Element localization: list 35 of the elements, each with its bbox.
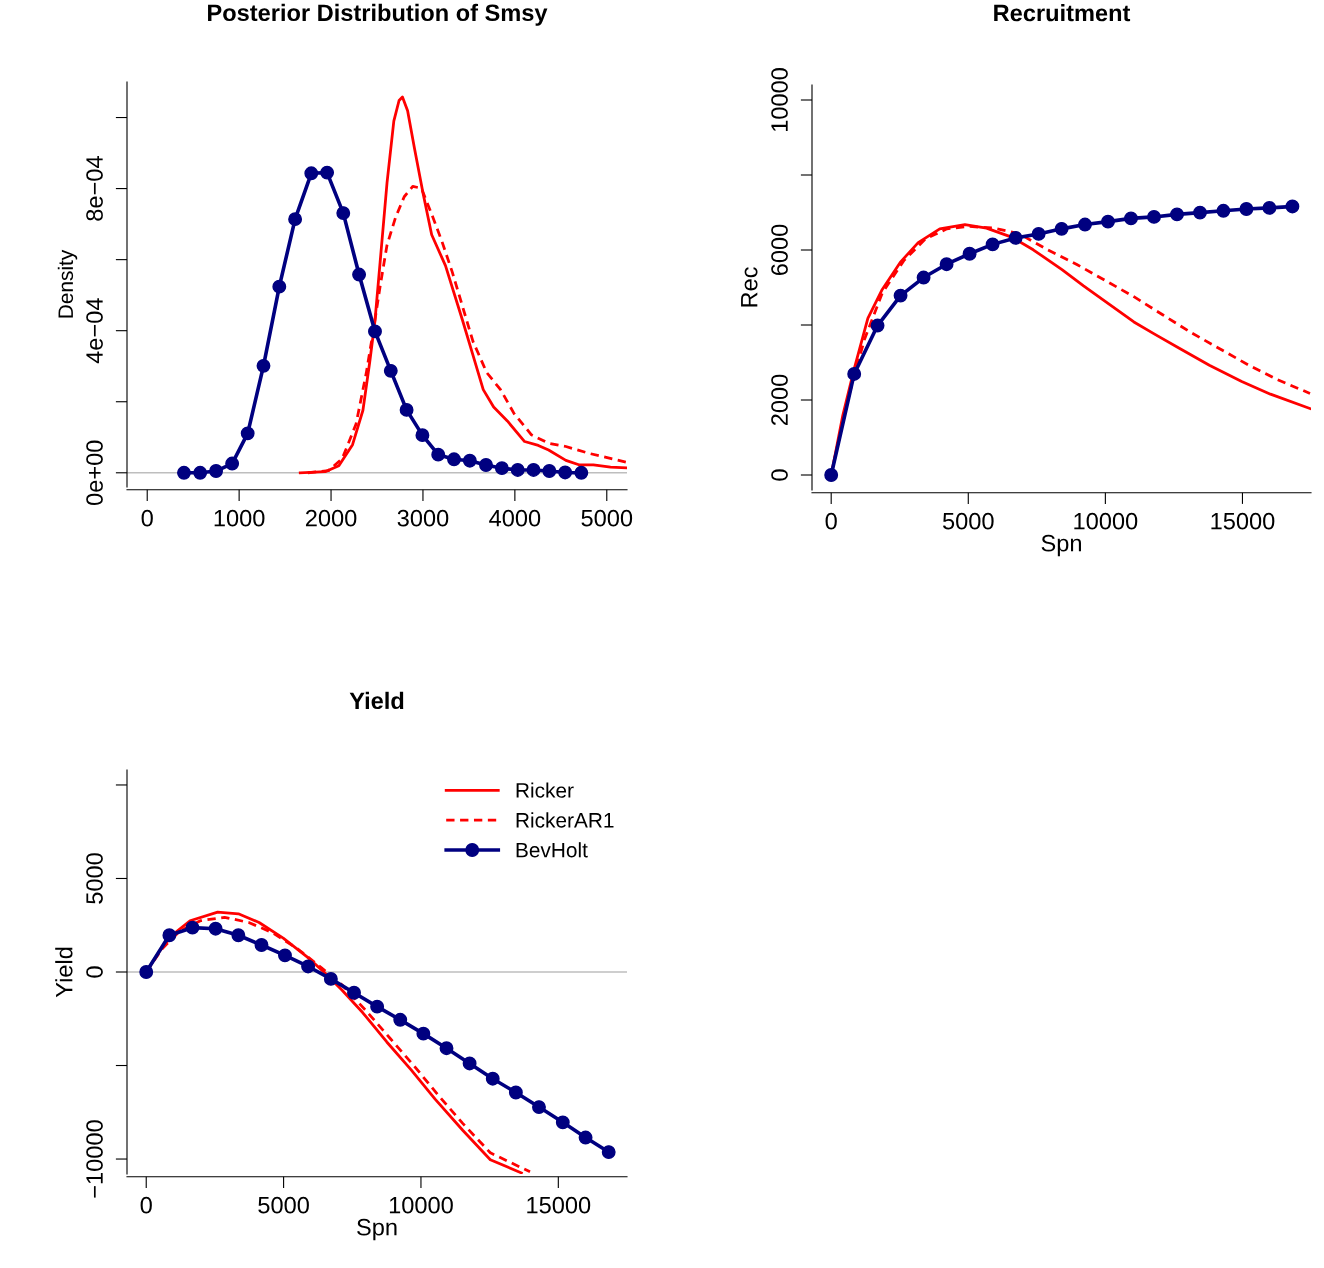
- x-tick-label: 0: [825, 512, 837, 530]
- x-tick-label: 1000: [214, 509, 265, 527]
- y-tick-label: 4e−04: [86, 298, 103, 364]
- chart-title: Yield: [349, 691, 404, 710]
- y-axis-title: Rec: [741, 267, 758, 307]
- x-tick-label: 15000: [527, 1196, 591, 1214]
- y-axis-title: Yield: [55, 947, 73, 998]
- x-tick-label: 15000: [1211, 512, 1275, 530]
- x-axis-title: Spn: [357, 1218, 397, 1241]
- x-axis-title: Spn: [1041, 534, 1081, 557]
- y-tick-label: 6000: [771, 224, 788, 276]
- y-tick-label: 8e−04: [86, 156, 103, 221]
- y-tick-label: 5000: [86, 853, 103, 904]
- legend-label: RickerAR1: [516, 812, 614, 828]
- y-axis-title: Density: [57, 249, 78, 318]
- x-tick-label: 5000: [581, 509, 633, 527]
- x-tick-label: 0: [141, 509, 153, 527]
- x-tick-label: 10000: [1074, 512, 1138, 530]
- chart-title: Posterior Distribution of Smsy: [208, 3, 548, 26]
- y-tick-label: 10000: [771, 68, 788, 132]
- y-tick-label: 0: [771, 469, 788, 481]
- legend-label: Ricker: [516, 782, 574, 798]
- x-tick-label: 0: [140, 1196, 152, 1214]
- x-tick-label: 10000: [389, 1196, 453, 1214]
- y-tick-label: 0: [86, 966, 103, 978]
- y-tick-label: −10000: [86, 1120, 103, 1198]
- x-tick-label: 5000: [258, 1196, 309, 1214]
- x-tick-label: 4000: [489, 509, 541, 527]
- legend-label: BevHolt: [516, 842, 588, 858]
- x-tick-label: 3000: [397, 509, 449, 527]
- x-tick-label: 2000: [305, 509, 357, 527]
- chart-title: Recruitment: [994, 4, 1131, 22]
- y-tick-label: 2000: [771, 374, 788, 426]
- x-tick-label: 5000: [942, 512, 994, 530]
- y-tick-label: 0e+00: [86, 440, 103, 506]
